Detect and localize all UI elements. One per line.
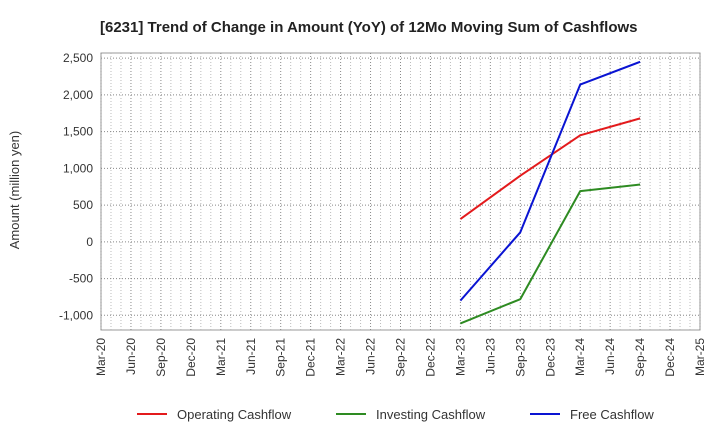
x-tick-label: Sep-22 [394, 338, 408, 377]
x-tick-label: Dec-23 [543, 338, 557, 377]
x-tick-label: Sep-20 [154, 338, 168, 377]
x-axis: Mar-20 Jun-20 Sep-20 Dec-20 Mar-21 Jun-21 Sep-… [94, 338, 707, 377]
x-tick-label: Mar-20 [94, 338, 108, 376]
x-tick-label: Sep-23 [513, 338, 527, 377]
x-tick-label: Jun-20 [124, 338, 138, 375]
y-tick-label: 0 [86, 235, 93, 249]
series-line-operating-cashflow [459, 117, 641, 220]
legend-label: Investing Cashflow [376, 407, 486, 422]
chart-title: [6231] Trend of Change in Amount (YoY) o… [100, 19, 638, 36]
y-tick-label: -500 [69, 272, 93, 286]
x-tick-label: Dec-24 [663, 338, 677, 377]
x-tick-label: Mar-22 [334, 338, 348, 376]
x-tick-label: Jun-22 [364, 338, 378, 375]
legend-label: Operating Cashflow [177, 407, 292, 422]
x-tick-label: Dec-21 [304, 338, 318, 377]
x-tick-label: Jun-21 [244, 338, 258, 375]
legend-label: Free Cashflow [570, 407, 654, 422]
x-tick-label: Jun-23 [483, 338, 497, 375]
x-tick-label: Mar-23 [453, 338, 467, 376]
x-tick-label: Jun-24 [603, 338, 617, 375]
y-tick-label: 2,000 [63, 88, 93, 102]
x-tick-label: Sep-24 [633, 338, 647, 377]
y-tick-label: 1,500 [63, 125, 93, 139]
y-tick-label: 1,000 [63, 161, 93, 175]
x-tick-label: Dec-22 [423, 338, 437, 377]
y-tick-label: 500 [73, 198, 93, 212]
y-axis: 2,500 2,000 1,500 1,000 500 0 -500 -1,000 [59, 51, 93, 322]
grid-lines [100, 53, 701, 330]
y-tick-label: -1,000 [59, 308, 93, 322]
x-tick-label: Mar-25 [693, 338, 707, 376]
x-tick-label: Mar-21 [214, 338, 228, 376]
y-axis-label: Amount (million yen) [7, 131, 22, 250]
x-tick-label: Sep-21 [274, 338, 288, 377]
x-tick-label: Mar-24 [573, 338, 587, 376]
legend: Operating Cashflow Investing Cashflow Free… [137, 407, 654, 422]
series-line-investing-cashflow [460, 183, 641, 325]
x-tick-label: Dec-20 [184, 338, 198, 377]
series-line-free-cashflow [459, 60, 641, 302]
series-lines [459, 60, 641, 325]
y-tick-label: 2,500 [63, 51, 93, 65]
